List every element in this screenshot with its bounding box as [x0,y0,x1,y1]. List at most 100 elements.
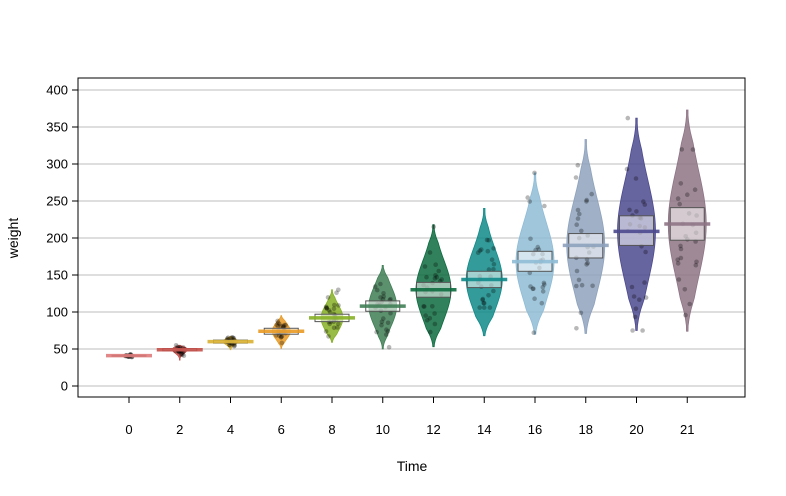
violin-group-14 [461,208,508,337]
data-point [485,248,491,254]
violin-group-16 [512,170,558,336]
y-tick-label: 250 [46,194,68,209]
data-point [433,273,438,278]
data-point [181,353,187,359]
data-point [378,281,383,287]
data-point [421,304,426,309]
data-point [573,175,579,180]
data-point [388,310,393,316]
data-point [624,166,630,172]
data-point [640,328,645,333]
data-point [685,192,690,197]
data-point [424,317,430,323]
data-point [331,306,337,312]
data-point [531,286,536,292]
y-tick-label: 400 [46,83,68,98]
data-point [531,330,537,336]
x-tick-label: 8 [328,422,335,437]
data-point [486,293,491,298]
data-point [323,329,329,334]
data-point [334,290,339,296]
data-point [575,162,581,168]
data-point [630,328,635,333]
data-point [682,287,688,292]
data-point [278,324,283,329]
violin-group-6 [258,315,305,349]
data-point [491,261,497,267]
data-point [491,288,496,294]
data-point [431,224,437,230]
data-point [540,284,546,290]
data-point [643,295,649,300]
data-point [528,236,533,242]
data-point [578,310,584,316]
data-point [675,261,681,266]
data-point [332,302,337,308]
data-point [637,297,642,303]
data-point [230,335,236,341]
data-point [432,311,437,316]
data-point [633,176,639,181]
data-point [275,320,281,326]
data-point [277,321,282,327]
data-point [372,284,378,289]
violin-group-8 [309,287,355,343]
data-point [575,207,581,213]
x-tick-label: 20 [629,422,643,437]
data-point [541,280,547,286]
data-point [374,287,380,293]
data-point [590,283,595,289]
violin-group-0 [106,352,152,360]
data-point [679,147,685,152]
data-point [584,199,589,204]
data-point [675,196,681,201]
data-point [678,246,684,252]
data-point [225,335,231,341]
data-point [179,352,184,358]
x-tick-label: 10 [376,422,390,437]
data-point [326,334,331,339]
data-point [386,344,392,350]
data-point [576,277,582,283]
violin-group-21 [664,109,711,332]
data-point [530,286,536,292]
data-point [678,255,684,261]
data-point [577,211,582,217]
data-point [642,280,647,285]
x-tick-label: 2 [176,422,183,437]
data-point [525,195,530,200]
data-point [527,199,532,204]
data-point [475,250,481,255]
data-point [280,323,286,329]
y-tick-label: 0 [61,379,68,394]
data-point [331,325,337,331]
data-point [539,300,545,306]
y-tick-label: 50 [54,342,68,357]
data-point [175,344,180,350]
data-point [486,238,492,243]
data-point [422,264,428,269]
data-point [629,284,635,290]
data-point [491,267,496,272]
violin-layer [106,109,711,361]
data-point [278,335,284,340]
data-point [675,257,680,263]
data-point [480,297,485,303]
data-point [477,305,483,310]
data-point [279,334,285,339]
x-tick-label: 18 [579,422,593,437]
violin-group-4 [207,335,254,351]
data-point [231,343,237,349]
data-point [683,312,688,318]
data-point [491,246,496,251]
data-point [589,191,594,197]
data-point [536,247,542,252]
data-point [384,327,389,333]
violin-group-2 [156,343,203,361]
data-point [641,199,646,204]
data-point [180,352,185,357]
data-point [173,343,179,348]
data-point [324,305,329,311]
data-point [579,282,585,288]
